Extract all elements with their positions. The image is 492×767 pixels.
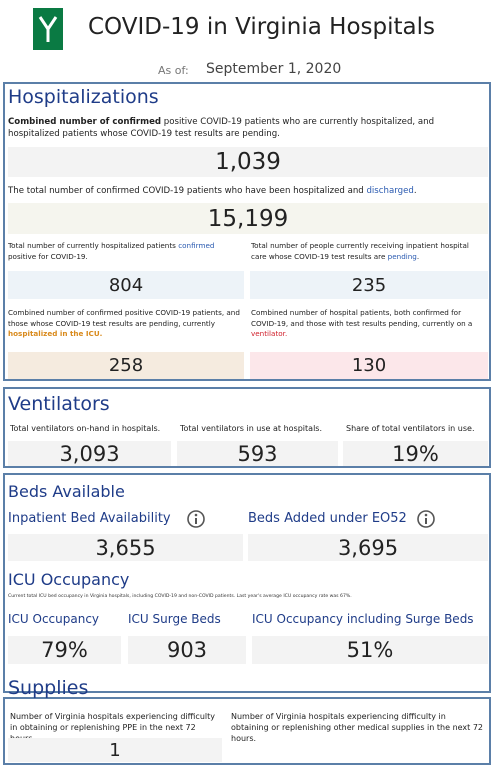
description: Combined number of confirmed positive CO… (8, 116, 478, 140)
description: Combined number of confirmed positive CO… (8, 308, 244, 340)
text: confirmed (178, 241, 215, 250)
beds-panel (3, 473, 491, 693)
label: Number of Virginia hospitals experiencin… (231, 712, 484, 743)
info-icon[interactable] (416, 509, 436, 529)
value: 593 (177, 441, 338, 466)
text: hospitalized in the ICU. (8, 329, 103, 338)
label: ICU Occupancy (8, 612, 100, 626)
text: positive COVID-19 patients who are curre… (8, 117, 435, 139)
logo (33, 8, 63, 50)
value: 51% (252, 636, 488, 664)
label: Beds Added under EO52 (248, 511, 407, 526)
hospitalizations-panel (3, 82, 491, 381)
text: Combined number of hospital patients, bo… (251, 308, 473, 328)
text: pending (387, 251, 417, 261)
value: 19% (343, 441, 488, 466)
description: Total number of people currently receivi… (251, 241, 486, 262)
label: Total ventilators on-hand in hospitals. (10, 424, 161, 433)
description: The total number of confirmed COVID-19 p… (8, 185, 478, 197)
text: ventilator. (251, 329, 288, 338)
value: 235 (250, 271, 488, 299)
description: Total number of currently hospitalized p… (8, 241, 233, 262)
label: ICU Surge Beds (128, 612, 221, 626)
section-title: Supplies (8, 677, 89, 699)
label: ICU Occupancy including Surge Beds (252, 612, 474, 626)
section-title: Beds Available (8, 482, 125, 501)
text: Combined number of confirmed positive CO… (8, 308, 240, 328)
text: Total number of people currently receivi… (251, 241, 469, 261)
text: Combined number of confirmed (8, 117, 162, 127)
label: Share of total ventilators in use. (346, 424, 475, 433)
text: Total number of currently hospitalized p… (8, 241, 179, 250)
section-title: ICU Occupancy (8, 570, 130, 589)
value: 79% (8, 636, 121, 664)
value: 3,695 (248, 534, 488, 561)
supplies-panel (3, 697, 491, 765)
text: discharged (366, 186, 414, 196)
value: 3,093 (8, 441, 171, 466)
text: positive for COVID-19. (8, 251, 88, 261)
label: Inpatient Bed Availability (8, 511, 171, 526)
title: COVID-19 in Virginia Hospitals (88, 14, 435, 40)
value: 3,655 (8, 534, 243, 561)
ventilators-panel (3, 387, 491, 468)
value: 903 (128, 636, 246, 664)
label: Total ventilators in use at hospitals. (180, 424, 322, 433)
value: 1,039 (8, 147, 488, 177)
value: 1 (8, 738, 222, 762)
text: . (413, 186, 417, 196)
description: Combined number of hospital patients, bo… (251, 308, 486, 340)
info-icon[interactable] (186, 509, 206, 529)
text: . (416, 251, 420, 261)
section-title: Hospitalizations (8, 86, 159, 108)
section-title: Ventilators (8, 393, 110, 415)
value: 15,199 (8, 203, 488, 234)
value: 804 (8, 271, 244, 299)
text: The total number of confirmed COVID-19 p… (8, 186, 367, 196)
date: September 1, 2020 (206, 61, 342, 77)
as-of-label: As of: (158, 64, 189, 77)
value: 258 (8, 352, 244, 379)
note: Current total ICU bed occupancy in Virgi… (8, 594, 352, 599)
value: 130 (250, 352, 488, 379)
